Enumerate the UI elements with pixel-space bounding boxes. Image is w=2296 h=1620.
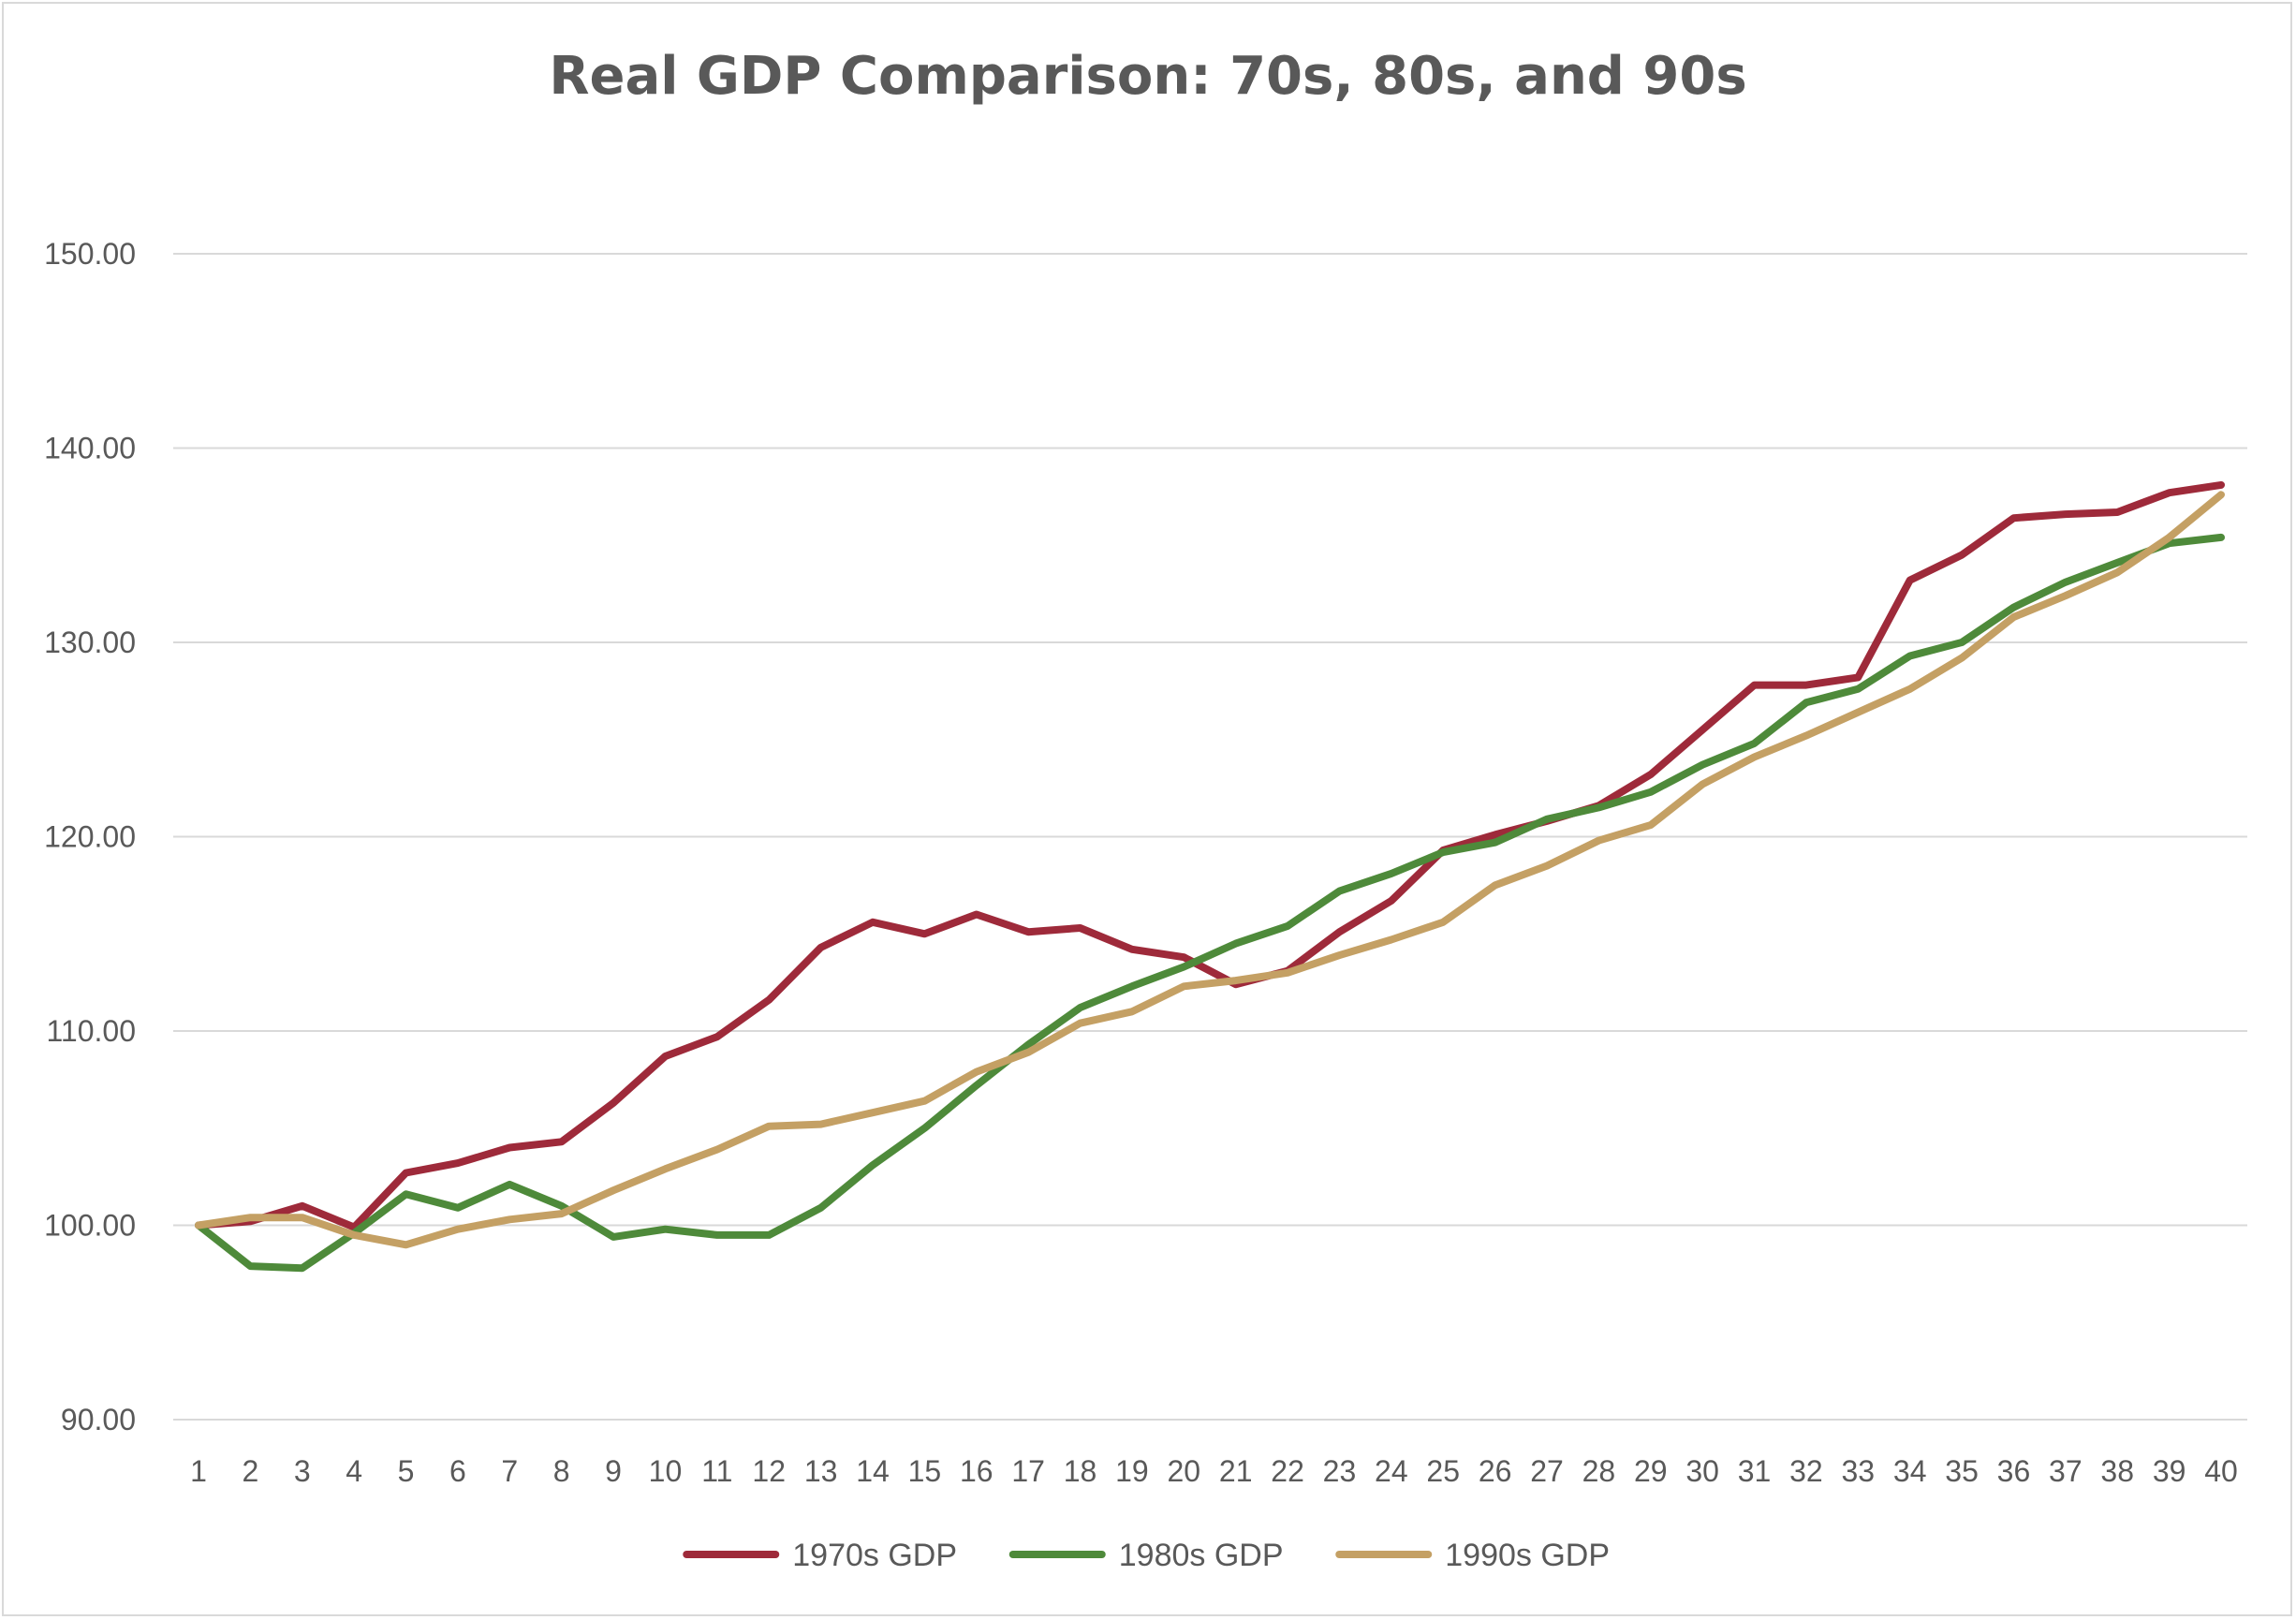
x-tick-label: 16 xyxy=(960,1454,993,1488)
chart-title: Real GDP Comparison: 70s, 80s, and 90s xyxy=(549,46,1746,107)
x-tick-label: 32 xyxy=(1789,1454,1823,1488)
x-tick-label: 14 xyxy=(856,1454,890,1488)
x-tick-label: 19 xyxy=(1115,1454,1149,1488)
y-tick-label: 150.00 xyxy=(44,237,136,271)
x-tick-label: 31 xyxy=(1738,1454,1772,1488)
x-tick-label: 34 xyxy=(1893,1454,1927,1488)
x-tick-label: 35 xyxy=(1945,1454,1979,1488)
x-tick-label: 39 xyxy=(2153,1454,2186,1488)
y-tick-label: 100.00 xyxy=(44,1209,136,1243)
x-tick-label: 29 xyxy=(1634,1454,1668,1488)
x-tick-label: 15 xyxy=(908,1454,942,1488)
legend-label: 1980s GDP xyxy=(1119,1538,1284,1573)
series-line-1990s-gdp xyxy=(195,491,2225,1249)
x-tick-label: 13 xyxy=(804,1454,838,1488)
x-tick-label: 3 xyxy=(294,1454,311,1488)
gridlines xyxy=(173,253,2247,1421)
series-lines xyxy=(195,480,2225,1273)
x-tick-label: 20 xyxy=(1168,1454,1201,1488)
x-tick-label: 26 xyxy=(1479,1454,1512,1488)
legend-label: 1970s GDP xyxy=(792,1538,957,1573)
x-tick-label: 9 xyxy=(605,1454,622,1488)
series-line-1970s-gdp xyxy=(195,480,2225,1231)
x-tick-label: 30 xyxy=(1685,1454,1719,1488)
x-tick-label: 4 xyxy=(346,1454,362,1488)
x-tick-label: 12 xyxy=(752,1454,786,1488)
x-tick-label: 28 xyxy=(1582,1454,1616,1488)
x-tick-label: 22 xyxy=(1271,1454,1304,1488)
legend: 1970s GDP 1980s GDP 1990s GDP xyxy=(683,1538,1610,1573)
x-tick-label: 37 xyxy=(2049,1454,2083,1488)
x-tick-label: 38 xyxy=(2100,1454,2134,1488)
x-tick-label: 36 xyxy=(1997,1454,2031,1488)
y-axis-ticks: 90.00 100.00 110.00 120.00 130.00 140.00 150.0… xyxy=(44,237,136,1436)
x-tick-label: 6 xyxy=(449,1454,466,1488)
x-tick-label: 7 xyxy=(501,1454,518,1488)
x-tick-label: 11 xyxy=(701,1454,732,1488)
legend-item: 1970s GDP xyxy=(683,1538,957,1573)
series-line-1980s-gdp xyxy=(195,533,2225,1273)
x-tick-label: 25 xyxy=(1426,1454,1460,1488)
x-tick-label: 23 xyxy=(1323,1454,1357,1488)
x-tick-label: 5 xyxy=(398,1454,415,1488)
legend-item: 1980s GDP xyxy=(1008,1538,1284,1573)
x-tick-label: 2 xyxy=(242,1454,258,1488)
x-tick-label: 17 xyxy=(1011,1454,1045,1488)
y-tick-label: 90.00 xyxy=(61,1403,136,1436)
x-tick-label: 1 xyxy=(190,1454,207,1488)
y-tick-label: 120.00 xyxy=(44,820,136,854)
x-tick-label: 21 xyxy=(1219,1454,1253,1488)
y-tick-label: 110.00 xyxy=(47,1014,137,1048)
y-tick-label: 140.00 xyxy=(44,432,136,465)
x-axis-ticks: 1 2 3 4 5 6 7 8 9 10 11 12 13 14 15 16 17 18 19 20 21 22 23 24 2… xyxy=(190,1454,2238,1488)
legend-label: 1990s GDP xyxy=(1445,1538,1610,1573)
x-tick-label: 18 xyxy=(1064,1454,1097,1488)
y-tick-label: 130.00 xyxy=(44,626,136,659)
x-tick-label: 40 xyxy=(2204,1454,2238,1488)
x-tick-label: 33 xyxy=(1842,1454,1876,1488)
x-tick-label: 27 xyxy=(1530,1454,1564,1488)
x-tick-label: 8 xyxy=(553,1454,570,1488)
legend-item: 1990s GDP xyxy=(1335,1538,1610,1573)
x-tick-label: 10 xyxy=(649,1454,683,1488)
x-tick-label: 24 xyxy=(1375,1454,1408,1488)
